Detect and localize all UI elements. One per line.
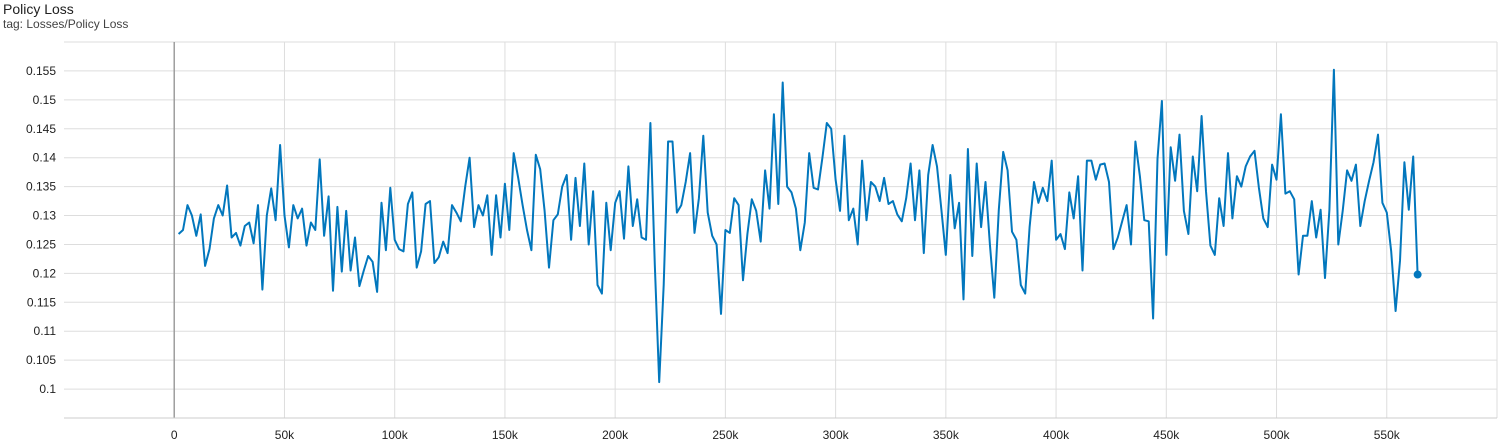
x-tick-label: 450k xyxy=(1153,428,1180,442)
tick-labels: 0.1 0.105 0.11 0.115 0.12 0.125 0.13 0.135 0.14 0… xyxy=(26,64,1401,442)
x-tick-label: 550k xyxy=(1374,428,1401,442)
x-tick-label: 400k xyxy=(1043,428,1070,442)
x-tick-label: 0 xyxy=(171,428,178,442)
x-tick-label: 100k xyxy=(382,428,409,442)
y-tick-label: 0.1 xyxy=(39,382,56,396)
x-tick-label: 300k xyxy=(823,428,850,442)
card-header: Policy Loss tag: Losses/Policy Loss xyxy=(3,1,128,31)
grid xyxy=(64,41,1498,418)
y-tick-label: 0.155 xyxy=(26,64,56,78)
y-tick-label: 0.115 xyxy=(27,295,56,309)
series-layer xyxy=(177,68,1422,384)
x-tick-label: 50k xyxy=(275,428,295,442)
x-tick-label: 250k xyxy=(712,428,739,442)
x-tick-label: 500k xyxy=(1264,428,1291,442)
y-tick-label: 0.135 xyxy=(26,180,56,194)
y-tick-label: 0.14 xyxy=(33,151,57,165)
x-tick-label: 150k xyxy=(492,428,519,442)
chart-title: Policy Loss xyxy=(3,1,74,17)
y-tick-label: 0.15 xyxy=(33,93,57,107)
y-tick-label: 0.105 xyxy=(26,353,56,367)
y-tick-label: 0.11 xyxy=(34,324,57,338)
y-tick-label: 0.125 xyxy=(26,237,56,251)
y-tick-label: 0.12 xyxy=(33,266,57,280)
y-tick-label: 0.13 xyxy=(33,209,57,223)
series-line[interactable] xyxy=(177,68,1419,384)
y-tick-label: 0.145 xyxy=(26,122,56,136)
x-tick-label: 350k xyxy=(933,428,960,442)
x-tick-label: 200k xyxy=(602,428,629,442)
chart-tag: tag: Losses/Policy Loss xyxy=(3,17,129,31)
series-endpoint[interactable] xyxy=(1413,270,1422,279)
